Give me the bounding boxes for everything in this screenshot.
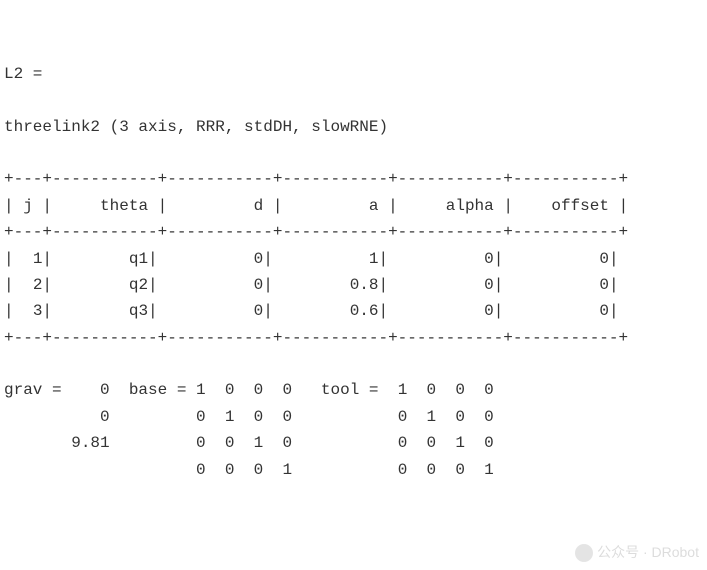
variable-name: L2: [4, 65, 23, 83]
model-header: threelink2 (3 axis, RRR, stdDH, slowRNE): [4, 118, 388, 136]
matrix-block: 9.81 0 0 1 0 0 0 1 0: [4, 434, 494, 452]
variable-assignment: L2 =: [4, 65, 42, 83]
base-label: base: [129, 381, 167, 399]
watermark-text: 公众号 · DRobot: [597, 541, 699, 564]
matrix-block: grav = 0 base = 1 0 0 0 tool = 1 0 0 0: [4, 381, 494, 399]
model-desc: (3 axis, RRR, stdDH, slowRNE): [110, 118, 388, 136]
table-divider: +---+-----------+-----------+-----------…: [4, 170, 628, 188]
col-j: j: [23, 197, 33, 215]
col-alpha: alpha: [446, 197, 494, 215]
matrix-block: 0 0 0 1 0 0 0 1: [4, 461, 494, 479]
watermark: 公众号 · DRobot: [575, 541, 699, 564]
tool-label: tool: [321, 381, 359, 399]
grav-label: grav: [4, 381, 42, 399]
table-row: | 2| q2| 0| 0.8| 0| 0|: [4, 276, 619, 294]
col-offset: offset: [551, 197, 609, 215]
table-header-row: | j | theta | d | a | alpha | offset |: [4, 197, 628, 215]
model-name: threelink2: [4, 118, 100, 136]
table-divider: +---+-----------+-----------+-----------…: [4, 329, 628, 347]
table-divider: +---+-----------+-----------+-----------…: [4, 223, 628, 241]
table-row: | 3| q3| 0| 0.6| 0| 0|: [4, 302, 619, 320]
wechat-icon: [575, 544, 593, 562]
col-theta: theta: [100, 197, 148, 215]
col-a: a: [369, 197, 379, 215]
col-d: d: [254, 197, 264, 215]
matrix-block: 0 0 1 0 0 0 1 0 0: [4, 408, 494, 426]
table-row: | 1| q1| 0| 1| 0| 0|: [4, 250, 619, 268]
